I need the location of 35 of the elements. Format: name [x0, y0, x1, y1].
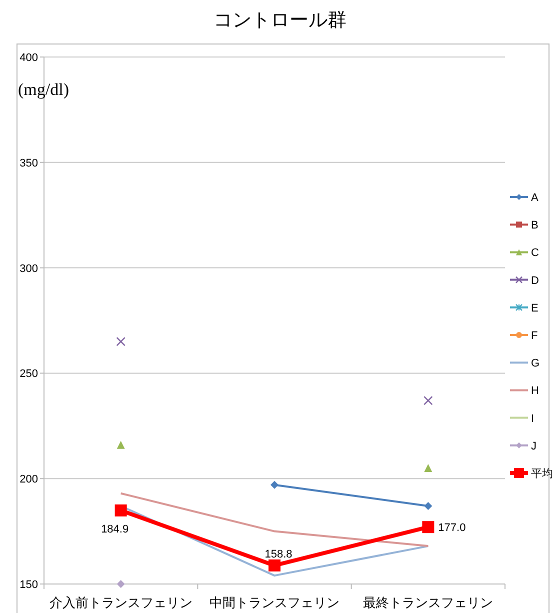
- point: [116, 336, 126, 346]
- legend-label: A: [531, 192, 539, 204]
- legend-label: B: [531, 220, 538, 232]
- point: [422, 521, 434, 534]
- legend-label: H: [531, 385, 539, 398]
- x-tick-label: 中間トランスフェリン: [210, 595, 340, 610]
- legend-label: G: [531, 358, 540, 370]
- point: [114, 504, 127, 516]
- legend-label: 平均: [531, 468, 553, 480]
- y-tick-label: 200: [20, 474, 38, 486]
- point: [116, 440, 125, 449]
- data-label: 158.8: [264, 548, 292, 560]
- legend-label: J: [531, 440, 536, 452]
- legend-label: C: [531, 247, 539, 260]
- y-tick-label: 250: [20, 368, 38, 380]
- data-label: 184.9: [101, 523, 129, 536]
- point: [424, 396, 433, 406]
- point: [270, 480, 278, 489]
- legend-label: D: [531, 274, 539, 287]
- x-tick-label: 介入前トランスフェリン: [49, 595, 192, 610]
- y-tick-label: 300: [20, 262, 38, 275]
- y-tick-label: 150: [20, 579, 38, 591]
- legend-label: F: [531, 330, 538, 342]
- point: [424, 464, 432, 472]
- legend-label: E: [531, 302, 538, 314]
- legend-label: I: [531, 412, 534, 425]
- y-axis-title: (mg/dl): [18, 80, 69, 99]
- point: [116, 580, 125, 588]
- chart-title: コントロール群: [214, 10, 346, 31]
- x-tick-label: 最終トランスフェリン: [363, 595, 494, 610]
- point: [268, 559, 280, 572]
- y-tick-label: 350: [20, 157, 38, 170]
- point: [424, 502, 432, 510]
- y-tick-label: 400: [20, 52, 38, 64]
- data-label: 177.0: [438, 522, 466, 534]
